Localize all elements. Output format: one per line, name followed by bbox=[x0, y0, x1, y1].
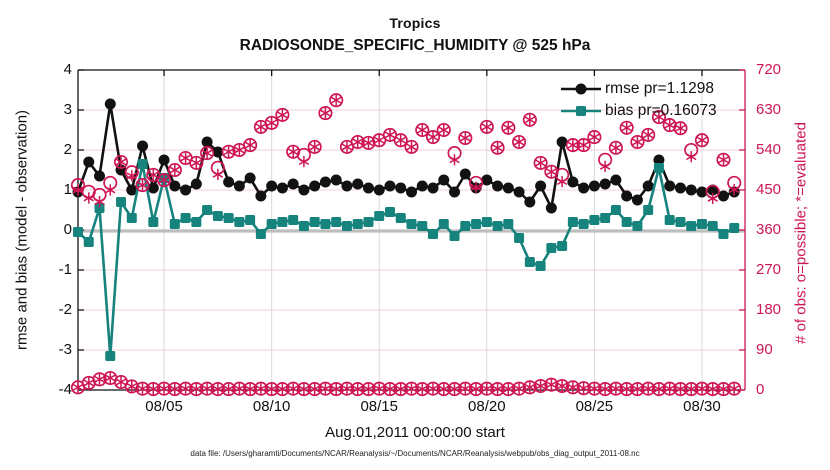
obs-evaluated-series bbox=[72, 94, 740, 208]
obs-count-bottom-series bbox=[70, 370, 742, 397]
ytick-left-3: 3 bbox=[63, 101, 72, 118]
y-axis-label-left: rmse and bias (model - observation) bbox=[13, 109, 31, 351]
chart-title: Tropics bbox=[389, 15, 441, 31]
bias-series bbox=[73, 159, 740, 361]
xtick-08/15: 08/15 bbox=[360, 398, 398, 415]
ytick-right-360: 360 bbox=[756, 221, 782, 238]
ytick-left-1: 1 bbox=[63, 181, 72, 198]
legend-item-bias: bias pr=0.16073 bbox=[560, 100, 755, 122]
xtick-08/05: 08/05 bbox=[145, 398, 183, 415]
x-axis-label: Aug.01,2011 00:00:00 start bbox=[325, 424, 505, 441]
ytick-left--3: -3 bbox=[58, 341, 72, 358]
ytick-right-90: 90 bbox=[756, 341, 773, 358]
bias-legend-marker-icon bbox=[561, 106, 601, 116]
ytick-right-720: 720 bbox=[756, 61, 782, 78]
ytick-left-0: 0 bbox=[63, 221, 72, 238]
ytick-right-180: 180 bbox=[756, 301, 782, 318]
ytick-left-4: 4 bbox=[63, 61, 72, 78]
rmse-legend-marker-icon bbox=[561, 83, 601, 95]
ytick-right-270: 270 bbox=[756, 261, 782, 278]
xtick-08/30: 08/30 bbox=[683, 398, 721, 415]
xtick-08/25: 08/25 bbox=[575, 398, 614, 415]
ytick-left--2: -2 bbox=[58, 301, 72, 318]
ytick-right-540: 540 bbox=[756, 141, 782, 158]
ytick-right-0: 0 bbox=[756, 381, 765, 398]
data-file-caption: data file: /Users/gharamti/Documents/NCA… bbox=[190, 449, 640, 458]
legend: rmse pr=1.1298 bias pr=0.16073 bbox=[560, 78, 755, 122]
xtick-08/20: 08/20 bbox=[468, 398, 506, 415]
legend-label-bias: bias pr=0.16073 bbox=[605, 102, 717, 119]
ytick-left--1: -1 bbox=[58, 261, 72, 278]
legend-label-rmse: rmse pr=1.1298 bbox=[605, 80, 714, 97]
ytick-left--4: -4 bbox=[58, 381, 72, 398]
ytick-right-450: 450 bbox=[756, 181, 782, 198]
ytick-left-2: 2 bbox=[63, 141, 72, 158]
chart-subtitle: RADIOSONDE_SPECIFIC_HUMIDITY @ 525 hPa bbox=[239, 37, 591, 54]
legend-item-rmse: rmse pr=1.1298 bbox=[560, 78, 755, 100]
rmse-series bbox=[72, 98, 740, 214]
xtick-08/10: 08/10 bbox=[252, 398, 291, 415]
ytick-right-630: 630 bbox=[756, 101, 782, 118]
